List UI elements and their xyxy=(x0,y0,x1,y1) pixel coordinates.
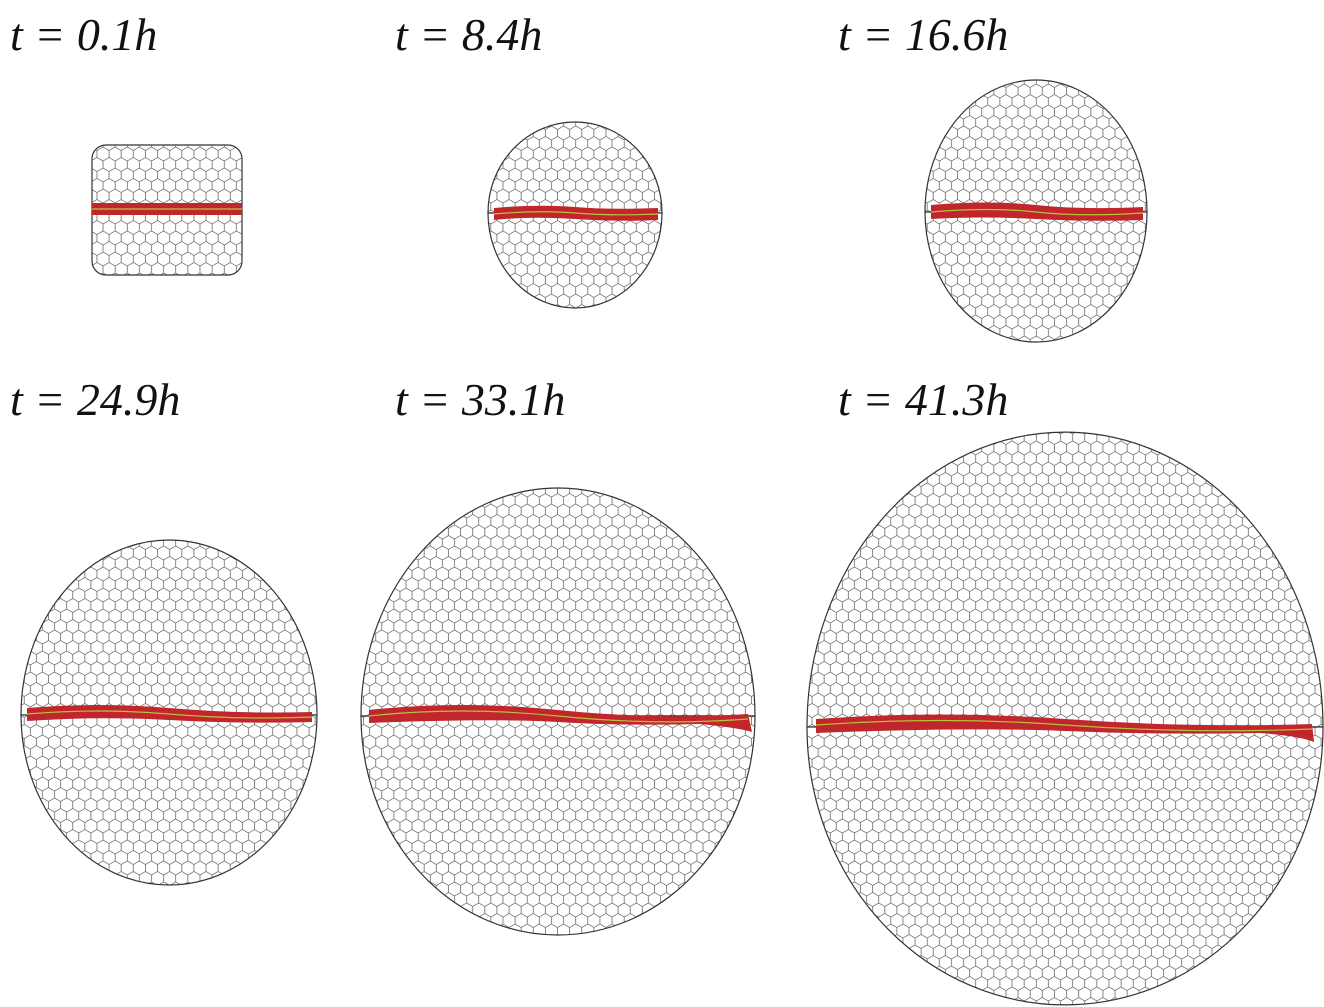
time-label: t = 41.3h xyxy=(838,374,1008,425)
tissue xyxy=(21,540,317,885)
tissue xyxy=(488,122,662,308)
time-label: t = 8.4h xyxy=(395,9,542,60)
figure: t = 0.1h t = 8.4h t = 16.6h t = 24.9h t … xyxy=(0,0,1324,1007)
tissue xyxy=(92,145,242,275)
tissue xyxy=(807,432,1323,1005)
tissue xyxy=(361,488,755,935)
tissue xyxy=(925,80,1147,342)
time-label: t = 24.9h xyxy=(10,374,180,425)
time-label: t = 16.6h xyxy=(838,9,1008,60)
time-label: t = 0.1h xyxy=(10,9,157,60)
time-label: t = 33.1h xyxy=(395,374,565,425)
